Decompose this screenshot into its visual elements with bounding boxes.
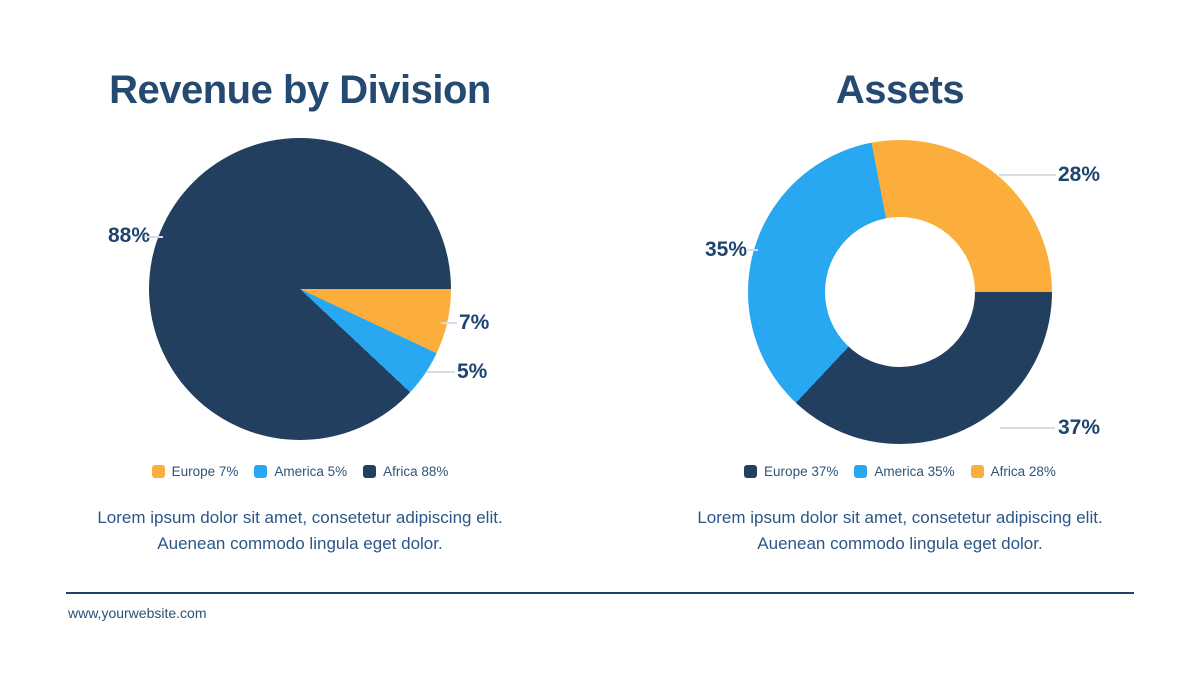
- donut-hole: [825, 217, 975, 367]
- chart-column-assets: Assets 28% 35% 37% Europe 37% America 35…: [660, 0, 1140, 675]
- chart-title-revenue: Revenue by Division: [109, 68, 491, 112]
- legend-label: Africa 88%: [383, 464, 449, 479]
- leader-line: [746, 249, 758, 251]
- legend-swatch-europe: [151, 465, 165, 478]
- legend-item: Africa 88%: [363, 464, 448, 479]
- leader-line: [999, 174, 1056, 176]
- legend-swatch-america: [854, 465, 868, 478]
- pie-label-america-5: 5%: [457, 360, 488, 383]
- legend-swatch-africa: [970, 465, 984, 478]
- donut-label-europe-37: 37%: [1058, 416, 1101, 439]
- chart-title-assets: Assets: [835, 68, 965, 112]
- legend-swatch-africa: [363, 465, 377, 478]
- pie-label-europe-7: 7%: [459, 311, 490, 334]
- caption-line: Auenean commodo lingula eget dolor.: [757, 534, 1043, 553]
- leader-line: [145, 236, 163, 238]
- legend-item: Europe 7%: [151, 464, 239, 479]
- footer-divider: [66, 592, 1134, 594]
- legend-item: Africa 28%: [970, 464, 1056, 479]
- caption-line: Auenean commodo lingula eget dolor.: [157, 534, 443, 553]
- legend-swatch-america: [254, 465, 268, 478]
- legend-item: America 35%: [854, 464, 955, 479]
- chart-column-revenue: Revenue by Division 88% 7% 5% Europe 7% …: [60, 0, 540, 675]
- legend-label: America 5%: [274, 464, 348, 479]
- pie-chart-revenue: [149, 138, 451, 440]
- legend-assets: Europe 37% America 35% Africa 28%: [660, 464, 1140, 479]
- legend-swatch-europe: [744, 465, 758, 478]
- legend-label: Europe 37%: [764, 464, 839, 479]
- donut-label-africa-28: 28%: [1058, 163, 1101, 186]
- legend-label: America 35%: [874, 464, 955, 479]
- legend-item: America 5%: [254, 464, 347, 479]
- caption-line: Lorem ipsum dolor sit amet, consetetur a…: [697, 508, 1103, 527]
- legend-revenue: Europe 7% America 5% Africa 88%: [60, 464, 540, 479]
- leader-line: [441, 322, 457, 324]
- caption-line: Lorem ipsum dolor sit amet, consetetur a…: [97, 508, 503, 527]
- legend-item: Europe 37%: [744, 464, 838, 479]
- pie-label-africa-88: 88%: [107, 224, 150, 247]
- legend-label: Africa 28%: [990, 464, 1056, 479]
- leader-line: [427, 371, 455, 373]
- caption-assets: Lorem ipsum dolor sit amet, consetetur a…: [660, 505, 1140, 557]
- caption-revenue: Lorem ipsum dolor sit amet, consetetur a…: [60, 505, 540, 557]
- footer-website: www,yourwebsite.com: [68, 605, 207, 621]
- donut-label-america-35: 35%: [704, 238, 747, 261]
- donut-chart-assets: [748, 140, 1052, 444]
- leader-line: [1000, 427, 1055, 429]
- legend-label: Europe 7%: [171, 464, 239, 479]
